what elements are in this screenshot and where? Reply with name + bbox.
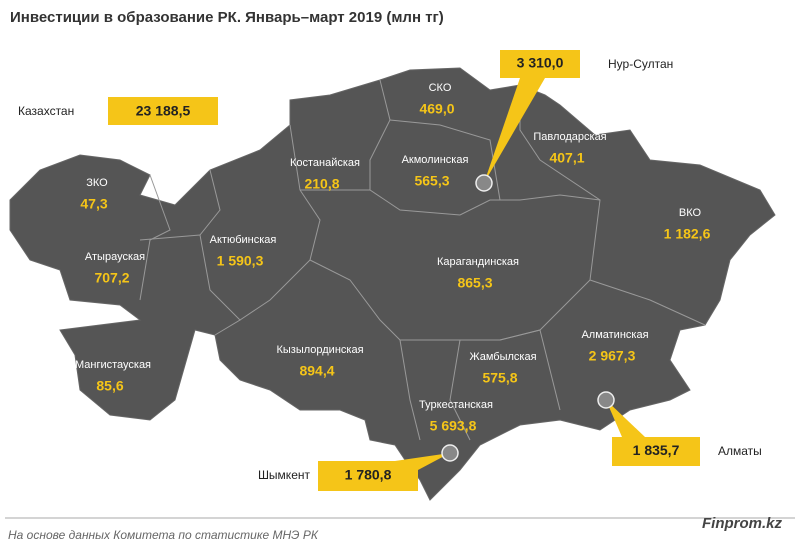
region-name: Акмолинская [402, 154, 469, 166]
region-name: Павлодарская [533, 131, 606, 143]
region-value: 575,8 [482, 370, 517, 386]
region-name: Костанайская [290, 157, 360, 169]
region-value: 407,1 [549, 150, 584, 166]
region-borders [139, 79, 706, 441]
total-label: Казахстан [18, 104, 74, 118]
city-marker [475, 174, 493, 192]
region-value: 707,2 [94, 270, 129, 286]
region-name: Актюбинская [210, 234, 277, 246]
region-value: 5 693,8 [430, 418, 477, 434]
city-name: Шымкент [258, 468, 311, 482]
region-value: 47,3 [80, 196, 107, 212]
title: Инвестиции в образование РК. Январь–март… [10, 9, 444, 26]
region-value: 469,0 [419, 101, 454, 117]
region-value: 1 590,3 [217, 253, 264, 269]
region-name: Мангистауская [75, 359, 151, 371]
city-box [500, 50, 580, 78]
city-marker [441, 444, 459, 462]
region-name: Туркестанская [419, 399, 493, 411]
region-name: Кызылординская [276, 344, 363, 356]
city-box [612, 437, 700, 466]
city-marker [597, 391, 615, 409]
brand: Finprom.kz [702, 515, 783, 532]
region-name: Алматинская [581, 329, 648, 341]
region-name: Жамбылская [469, 351, 536, 363]
region-name: ЗКО [86, 177, 108, 189]
city-pointer [484, 78, 545, 183]
city-value: 3 310,0 [517, 55, 564, 71]
region-value: 85,6 [96, 378, 123, 394]
city-name: Алматы [718, 444, 762, 458]
region-value: 2 967,3 [589, 348, 636, 364]
source-note: На основе данных Комитета по статистике … [8, 528, 319, 542]
total-box [108, 97, 218, 125]
region-value: 1 182,6 [664, 226, 711, 242]
region-value: 565,3 [414, 173, 449, 189]
region-name: ВКО [679, 207, 702, 219]
city-box [318, 461, 418, 491]
city-pointer [606, 400, 645, 437]
region-value: 894,4 [299, 363, 334, 379]
total-value: 23 188,5 [136, 103, 191, 119]
city-name: Нур-Султан [608, 57, 673, 71]
country-shape [9, 67, 776, 501]
region-value: 865,3 [457, 275, 492, 291]
city-value: 1 780,8 [345, 467, 392, 483]
region-name: Атырауская [85, 251, 145, 263]
region-value: 210,8 [304, 176, 339, 192]
city-value: 1 835,7 [633, 442, 680, 458]
region-name: Карагандинская [437, 256, 519, 268]
region-name: СКО [429, 82, 452, 94]
